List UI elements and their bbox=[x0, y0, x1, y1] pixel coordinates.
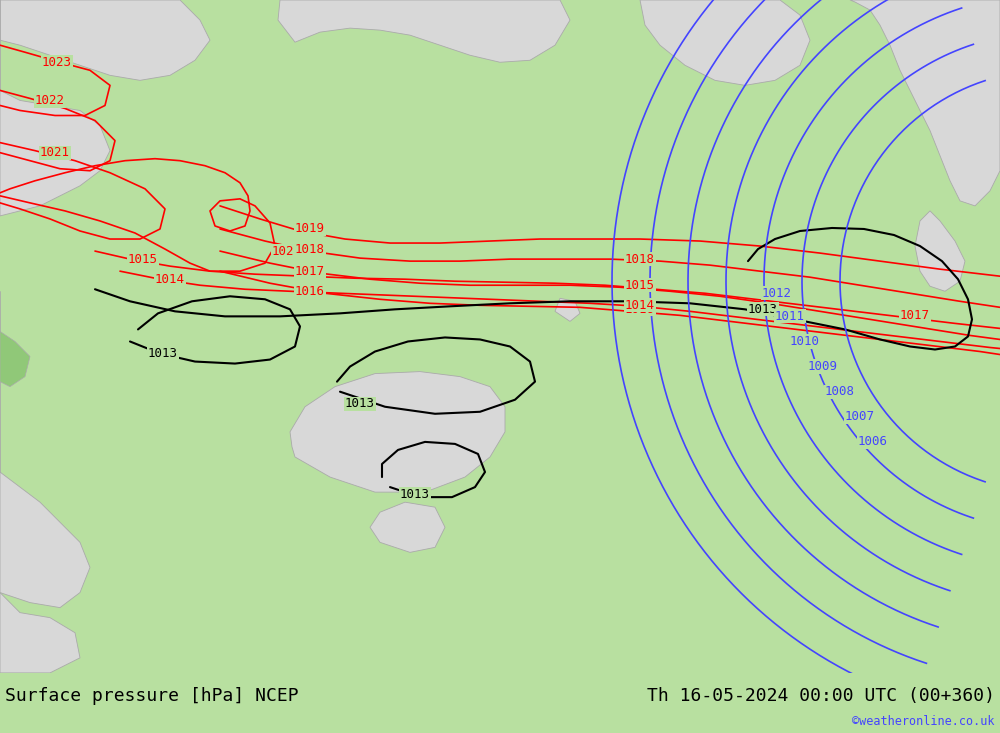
Text: 1015: 1015 bbox=[625, 279, 655, 292]
Text: 1021: 1021 bbox=[40, 146, 70, 159]
Text: 1016: 1016 bbox=[625, 303, 655, 316]
Polygon shape bbox=[370, 502, 445, 553]
Text: 1023: 1023 bbox=[42, 56, 72, 69]
Text: ©weatheronline.co.uk: ©weatheronline.co.uk bbox=[852, 715, 995, 728]
Text: 1016: 1016 bbox=[295, 284, 325, 298]
Text: 1014: 1014 bbox=[625, 299, 655, 312]
Text: Surface pressure [hPa] NCEP: Surface pressure [hPa] NCEP bbox=[5, 687, 299, 704]
Text: 1010: 1010 bbox=[790, 335, 820, 348]
Text: 1022: 1022 bbox=[35, 94, 65, 107]
Polygon shape bbox=[0, 331, 30, 387]
Polygon shape bbox=[915, 211, 965, 291]
Text: 1014: 1014 bbox=[155, 273, 185, 286]
Polygon shape bbox=[0, 291, 90, 608]
Text: 1012: 1012 bbox=[762, 287, 792, 300]
Text: 1013: 1013 bbox=[345, 397, 375, 410]
Text: 1013: 1013 bbox=[400, 487, 430, 501]
Text: 1007: 1007 bbox=[845, 410, 875, 423]
Polygon shape bbox=[290, 372, 505, 492]
Polygon shape bbox=[278, 0, 570, 62]
Text: 1006: 1006 bbox=[858, 435, 888, 449]
Polygon shape bbox=[0, 592, 80, 673]
Text: 1018: 1018 bbox=[295, 243, 325, 256]
Polygon shape bbox=[0, 0, 110, 216]
Polygon shape bbox=[555, 298, 580, 321]
Text: 1015: 1015 bbox=[128, 253, 158, 265]
Polygon shape bbox=[640, 0, 810, 85]
Polygon shape bbox=[0, 0, 210, 81]
Text: 1013: 1013 bbox=[148, 347, 178, 360]
Text: 1013: 1013 bbox=[748, 303, 778, 316]
Text: 1008: 1008 bbox=[825, 385, 855, 398]
Text: 1019: 1019 bbox=[295, 223, 325, 235]
Text: 1009: 1009 bbox=[808, 360, 838, 373]
Text: 1020: 1020 bbox=[272, 245, 302, 257]
Text: 1018: 1018 bbox=[625, 253, 655, 265]
Text: Th 16-05-2024 00:00 UTC (00+360): Th 16-05-2024 00:00 UTC (00+360) bbox=[647, 687, 995, 704]
Text: 1011: 1011 bbox=[775, 310, 805, 323]
Text: 1017: 1017 bbox=[295, 265, 325, 278]
Polygon shape bbox=[850, 0, 1000, 206]
Text: 1017: 1017 bbox=[900, 309, 930, 322]
